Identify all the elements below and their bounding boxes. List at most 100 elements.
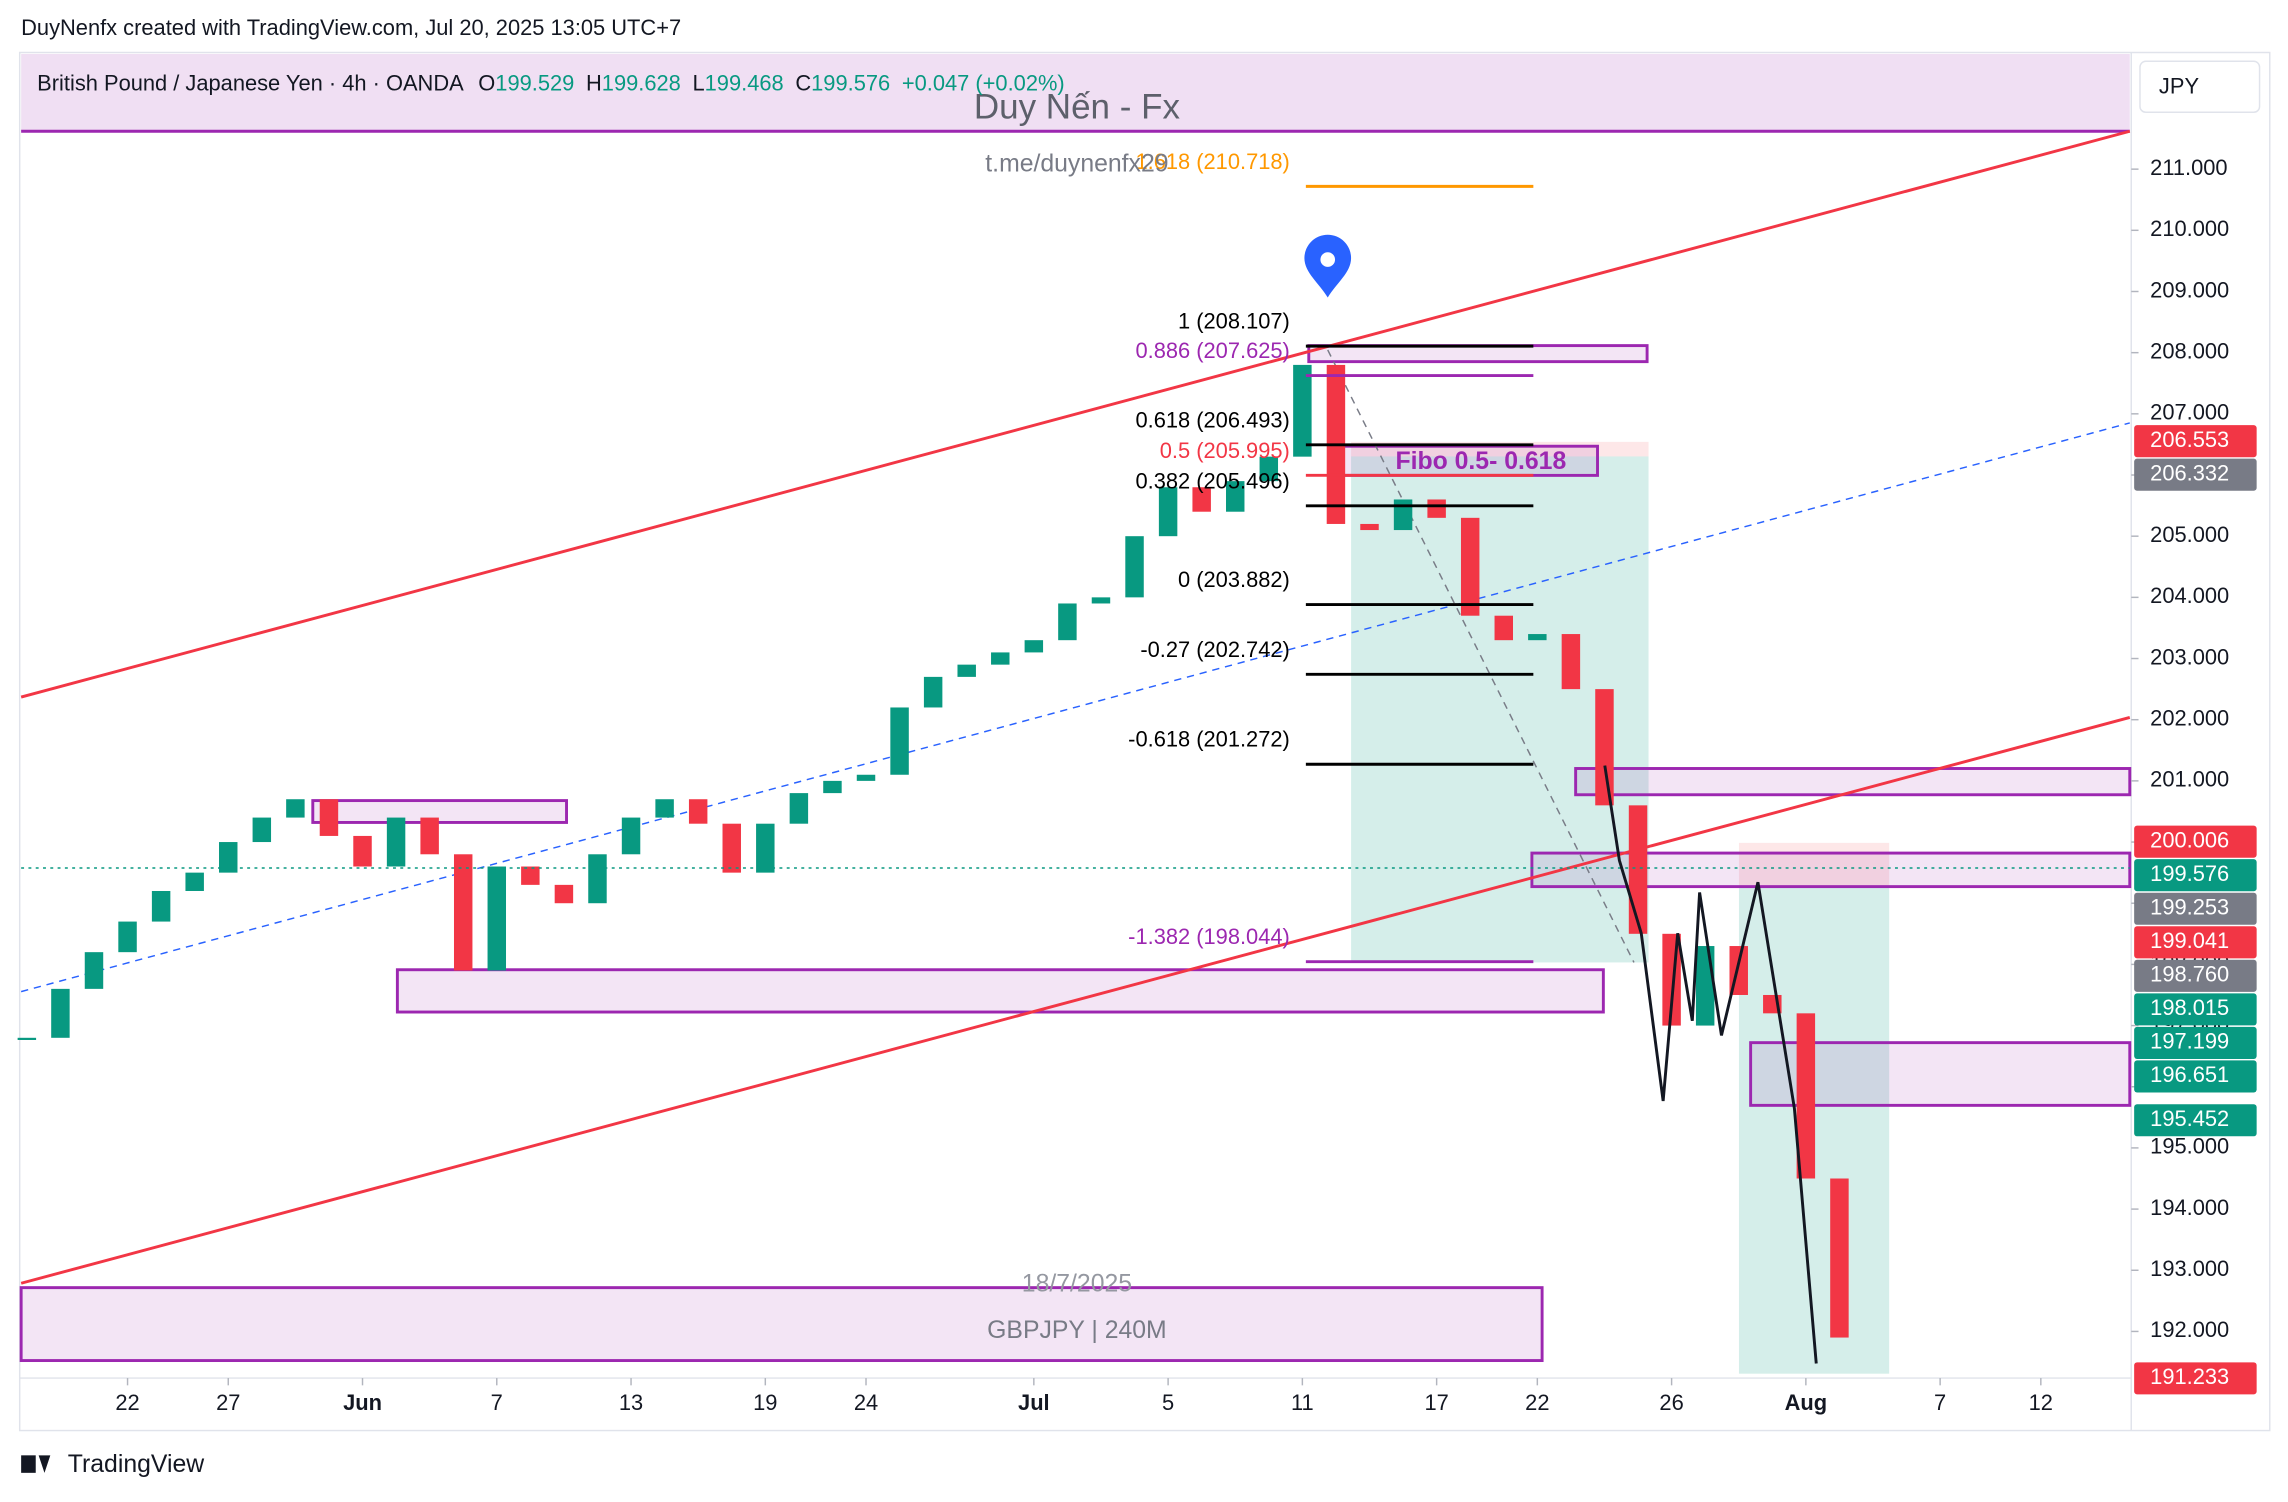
price-label: 198.015 [2150,995,2229,1020]
x-tick-label: 22 [1525,1390,1549,1415]
price-label-box [2134,1060,2257,1093]
candle [386,817,406,867]
candle [185,872,204,891]
candle [1628,805,1648,934]
watermark: t.me/duynenfx29 [985,150,1168,177]
ohlc-label: C [795,70,811,95]
y-tick-label: 203.000 [2150,644,2229,669]
candle [1528,634,1547,641]
zone [21,53,2130,132]
candle [722,823,741,873]
price-label-box [2134,1026,2257,1059]
fib-label: 0.618 (206.493) [1135,407,1289,432]
candle [1427,499,1446,518]
candle [1192,487,1211,512]
candle [51,988,70,1038]
fib-trend [1327,349,1635,963]
chart-frame [18,51,2271,1432]
y-tick-label: 202.000 [2150,705,2229,730]
header-text: DuyNenfx created with TradingView.com, J… [21,15,681,40]
price-label-box [2134,859,2257,892]
watermark: Duy Nến - Fx [974,88,1181,127]
price-label: 199.576 [2150,861,2229,886]
trend-line [20,716,2131,1285]
y-tick-label: 204.000 [2150,583,2229,608]
candle [856,774,876,781]
candle [1695,946,1715,1026]
candle [1360,523,1379,531]
candle [1830,1178,1849,1338]
x-tick-label: 17 [1424,1390,1448,1415]
candle [453,854,473,971]
candle [319,799,339,836]
fib-label: -0.27 (202.742) [1140,637,1289,662]
fib-label: 0.382 (205.496) [1135,468,1289,493]
ohlc-value: 199.529 [495,70,574,95]
symbol-title: British Pound / Japanese Yen · 4h · OAND… [37,70,464,95]
ohlc-value: 199.468 [705,70,784,95]
candle [1561,634,1581,690]
price-label: 196.651 [2150,1062,2229,1087]
annotation: 18/7/2025 [1022,1270,1132,1297]
x-tick-label: 5 [1162,1390,1174,1415]
currency-button[interactable] [2139,60,2261,114]
candle [1460,517,1480,616]
candle [1259,456,1279,482]
position-loss [1738,842,1890,887]
ohlc-value: 199.576 [811,70,890,95]
trend-line [20,129,2131,699]
price-label: 200.006 [2150,827,2229,852]
candle [1293,364,1312,457]
price-label: 198.760 [2150,962,2229,987]
candle [1393,499,1413,531]
zone [19,1286,1544,1363]
zone [395,968,1605,1014]
annotation: GBPJPY | 240M [987,1317,1167,1344]
candle [554,884,574,904]
candle [655,799,674,818]
candle [252,817,272,843]
candle [890,707,909,775]
candle [286,799,305,818]
candle [487,866,507,971]
x-tick-label: 11 [1291,1390,1314,1415]
fib-label: 0 (203.882) [1178,567,1290,592]
candle [353,835,372,867]
x-tick-label: Aug [1785,1390,1828,1415]
footer-logo: TradingView [68,1451,204,1478]
candle [621,817,641,855]
candle [991,652,1010,665]
x-tick-label: Jul [1018,1390,1050,1415]
x-tick-label: 7 [491,1390,503,1415]
candle [1226,481,1245,512]
change: +0.047 (+0.02%) [902,70,1065,95]
y-tick-label: 193.000 [2150,1256,2229,1281]
candle [688,799,708,824]
x-tick-label: 22 [115,1390,139,1415]
annotation: Fibo 0.5- 0.618 [1395,448,1566,475]
candle [420,817,439,855]
x-tick-label: 27 [216,1390,240,1415]
price-label-box [2134,458,2257,491]
candle [1125,536,1144,598]
price-label-box [2134,1362,2257,1395]
price-label-box [2134,926,2257,959]
ohlc-label: O [478,70,495,95]
y-tick-label: 210.000 [2150,216,2229,241]
price-label-box [2134,825,2257,858]
ohlc-label: L [692,70,704,95]
fib-label: 1 (208.107) [1178,309,1290,334]
candle [588,854,607,904]
ohlc-value: 199.628 [602,70,681,95]
x-tick-label: 24 [854,1390,878,1415]
currency: JPY [2159,73,2200,98]
candle [957,664,976,677]
candle [1158,487,1178,537]
price-label: 199.253 [2150,895,2229,920]
fib-label: 1.618 (210.718) [1135,149,1289,174]
price-label: 206.332 [2150,461,2229,486]
map-pin [1304,234,1352,298]
candle [219,842,238,873]
zone [1307,344,1649,364]
